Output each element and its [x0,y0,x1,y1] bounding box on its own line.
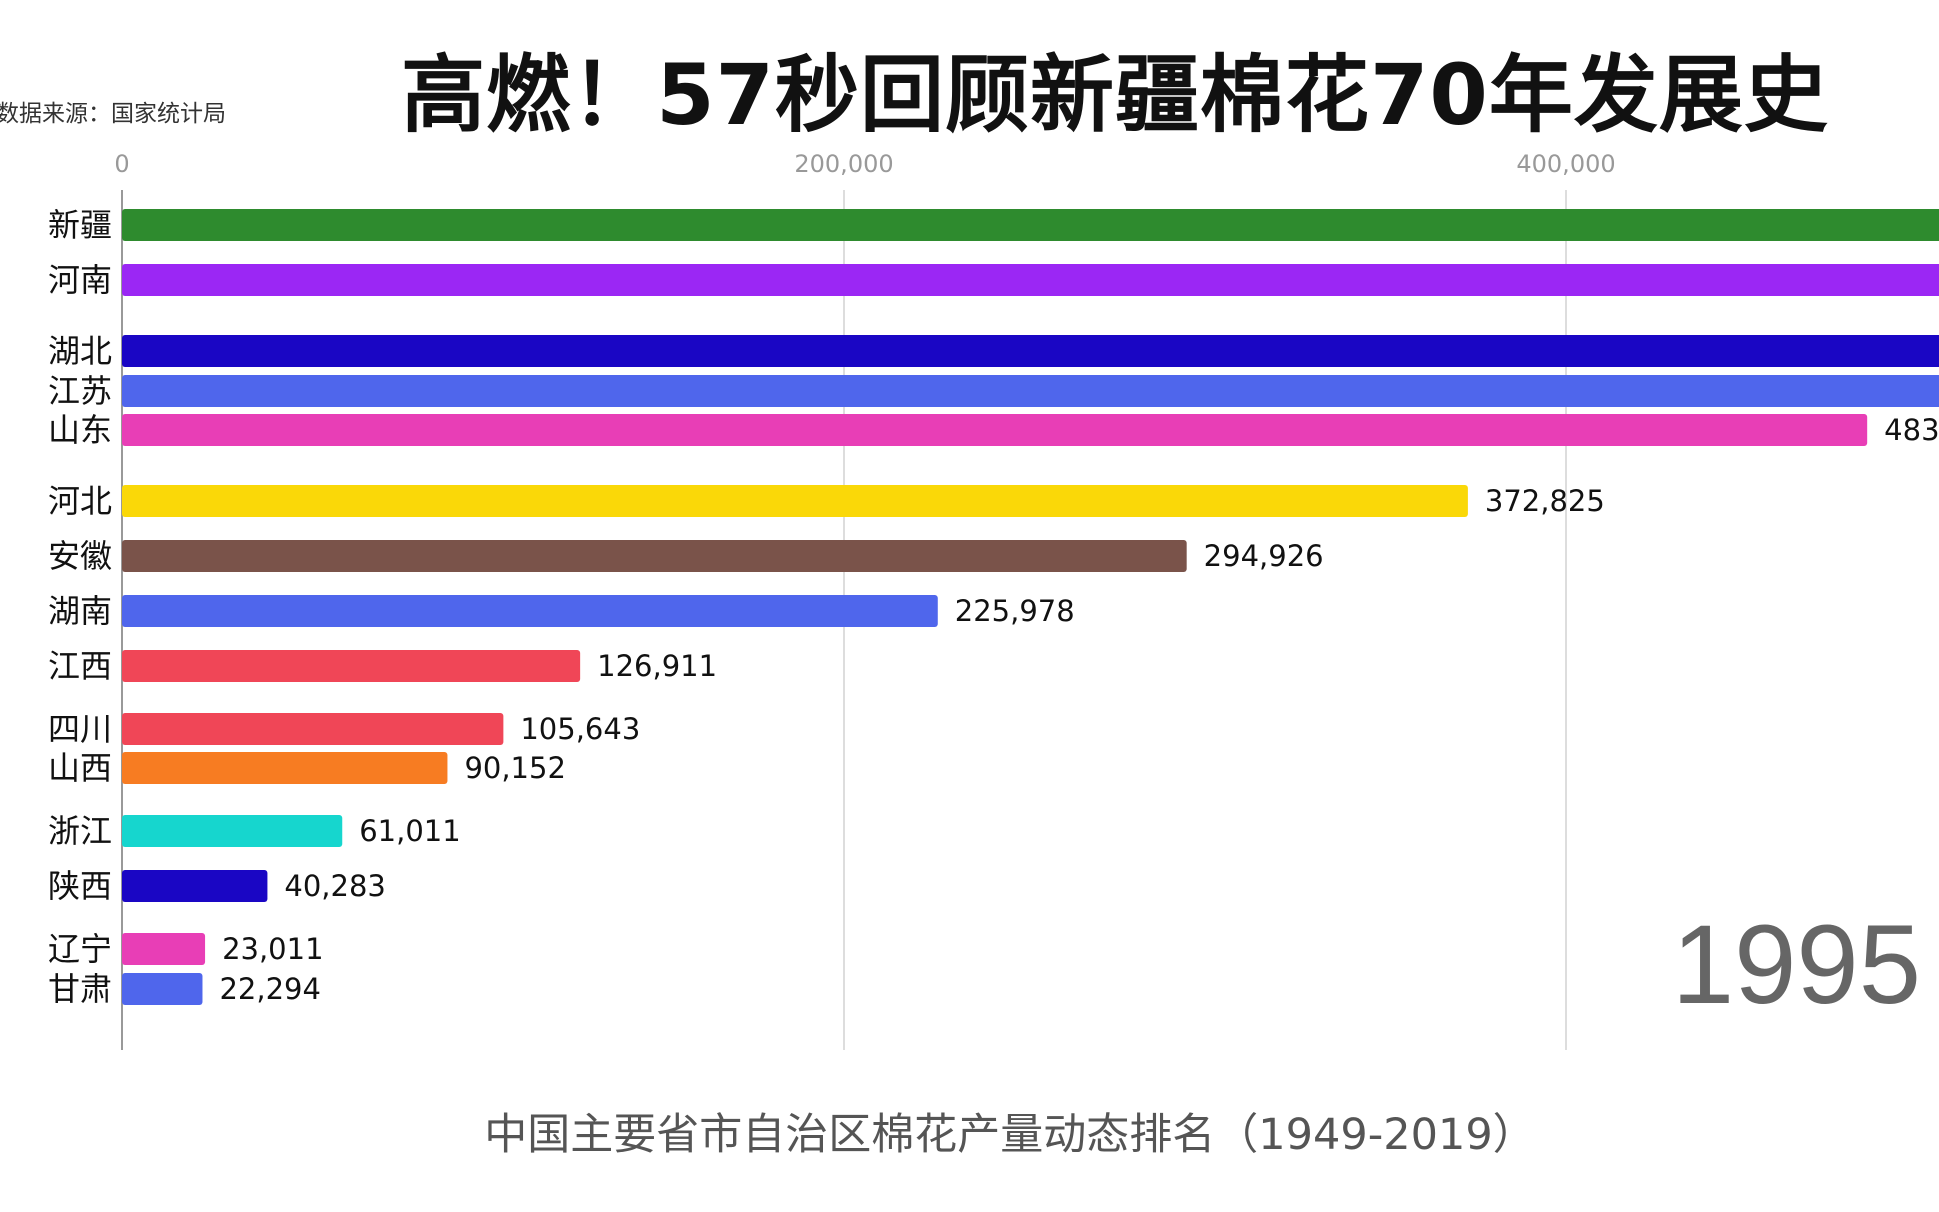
bar [122,973,203,1005]
x-tick-label: 0 [114,150,129,178]
chart-title: 高燃！57秒回顾新疆棉花70年发展史 [401,46,1829,144]
bar [122,540,1187,572]
category-label: 湖南 [48,592,112,630]
value-label: 126,911 [597,649,717,683]
bar [122,375,1939,407]
category-label: 浙江 [48,812,112,850]
x-tick-label: 400,000 [1516,150,1615,178]
category-label: 安徽 [48,537,112,575]
value-label: 105,643 [520,712,640,746]
category-label: 山西 [48,749,112,787]
category-label: 江苏 [48,372,112,410]
data-source: 数据来源：国家统计局 [0,101,226,127]
bar [122,933,206,965]
bar [122,485,1468,517]
value-label: 40,283 [284,869,385,903]
category-label: 新疆 [48,206,112,244]
value-label: 225,978 [955,594,1075,628]
category-label: 四川 [48,710,112,748]
bars [122,209,1939,1005]
bar [122,815,343,847]
bar [122,650,581,682]
value-label: 372,825 [1485,484,1605,518]
value-label: 294,926 [1204,539,1324,573]
category-label: 辽宁 [48,930,112,968]
bar [122,264,1939,296]
value-label: 23,011 [222,932,323,966]
category-label: 江西 [48,647,112,685]
bar [122,870,268,902]
bar [122,414,1868,446]
category-label: 河北 [48,482,112,520]
chart-subtitle: 中国主要省市自治区棉花产量动态排名（1949-2019） [484,1110,1536,1160]
category-label: 甘肃 [48,970,112,1008]
bar [122,752,448,784]
x-tick-label: 200,000 [794,150,893,178]
value-label: 483,431 [1884,413,1939,447]
value-label: 22,294 [219,972,320,1006]
bar [122,335,1939,367]
year-label: 1995 [1671,902,1921,1027]
value-labels: 978749,941566,789547,168483,431372,82529… [219,413,1939,1006]
category-label: 山东 [48,411,112,449]
bar [122,209,1939,241]
bar [122,595,938,627]
category-label: 河南 [48,261,112,299]
value-label: 61,011 [359,814,460,848]
value-label: 90,152 [464,751,565,785]
bar [122,713,504,745]
category-label: 湖北 [48,332,112,370]
category-label: 陕西 [48,867,112,905]
